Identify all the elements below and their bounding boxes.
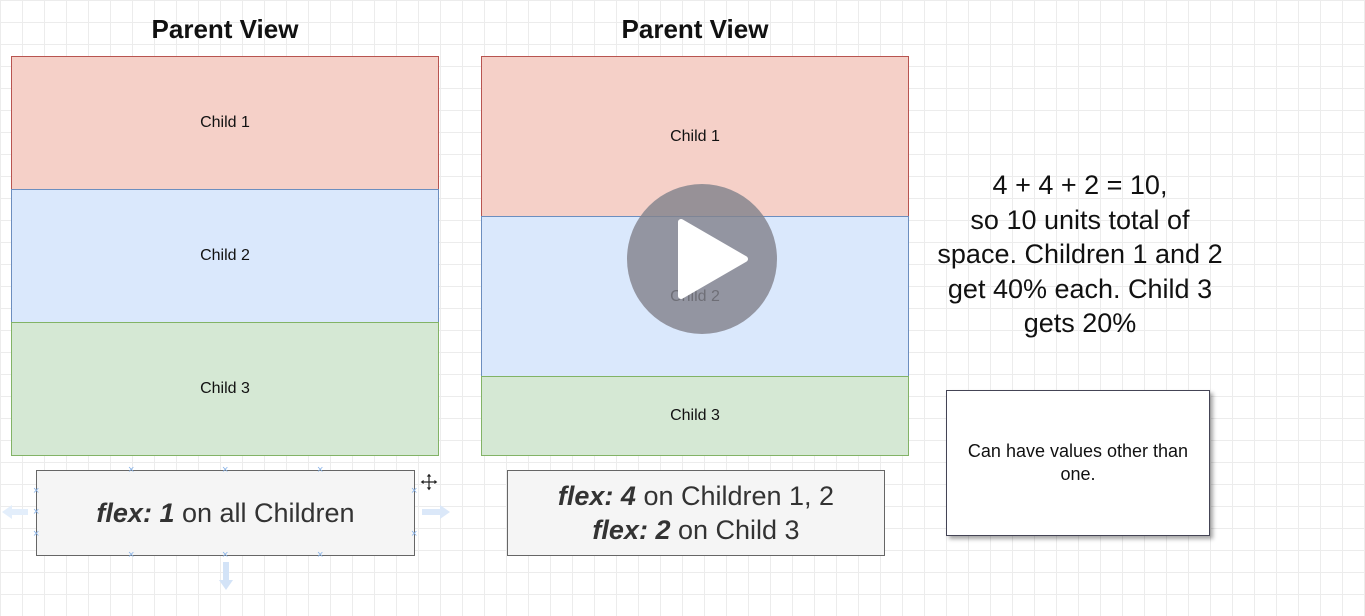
right-child-3-label: Child 3	[670, 407, 720, 424]
connect-arrow-down-icon[interactable]	[214, 560, 238, 592]
selection-handle-icon[interactable]: ×	[128, 464, 135, 476]
right-child-3: Child 3	[481, 376, 909, 456]
explanation-line-2: so 10 units total of	[970, 204, 1190, 235]
connect-arrow-left-icon[interactable]	[0, 500, 30, 524]
left-child-2: Child 2	[11, 189, 439, 323]
explanation-line-1: 4 + 4 + 2 = 10,	[992, 170, 1168, 200]
explanation-line-4: get 40% each. Child 3	[947, 273, 1213, 304]
explanation-line-3: space. Children 1 and 2	[937, 239, 1223, 269]
note-text: Can have values other than one.	[967, 441, 1189, 484]
right-flex-line-2: flex: 2 on Child 3	[592, 513, 799, 547]
left-flex-rest: on all Children	[174, 498, 355, 528]
right-parent-view: Child 1 Child 2 Child 3	[481, 56, 909, 456]
right-flex-label-box[interactable]: flex: 4 on Children 1, 2 flex: 2 on Chil…	[507, 470, 885, 556]
right-flex-value-1: flex: 4	[557, 481, 636, 511]
selection-handle-icon[interactable]: ×	[411, 528, 418, 540]
left-flex-value: flex: 1	[96, 498, 175, 528]
selection-handle-icon[interactable]: ×	[317, 549, 324, 561]
left-child-3-label: Child 3	[200, 380, 250, 397]
right-flex-rest-2: on Child 3	[670, 515, 800, 545]
right-flex-rest-1: on Children 1, 2	[635, 481, 835, 511]
right-flex-line-1: flex: 4 on Children 1, 2	[558, 479, 834, 513]
left-parent-title: Parent View	[151, 14, 299, 44]
selection-handle-icon[interactable]: ×	[317, 464, 324, 476]
play-button[interactable]	[627, 184, 777, 334]
selection-handle-icon[interactable]: ×	[33, 485, 40, 497]
move-cursor-icon[interactable]	[419, 472, 439, 492]
selection-handle-icon[interactable]: ×	[222, 464, 229, 476]
right-flex-value-2: flex: 2	[592, 515, 671, 545]
selection-handle-icon[interactable]: ×	[222, 549, 229, 561]
note-box[interactable]: Can have values other than one.	[946, 390, 1210, 536]
left-child-3: Child 3	[11, 322, 439, 456]
right-parent-title: Parent View	[621, 14, 769, 44]
selection-handle-icon[interactable]: ×	[128, 549, 135, 561]
left-child-1-label: Child 1	[200, 114, 250, 131]
left-child-2-label: Child 2	[200, 247, 250, 264]
right-child-1-label: Child 1	[670, 127, 720, 145]
explanation-line-5: gets 20%	[1023, 308, 1137, 338]
left-parent-view: Child 1 Child 2 Child 3	[11, 56, 439, 456]
selection-handle-icon[interactable]: ×	[33, 528, 40, 540]
left-child-1: Child 1	[11, 56, 439, 190]
explanation-text: 4 + 4 + 2 = 10, so 10 units total of spa…	[920, 168, 1240, 341]
left-flex-line: flex: 1 on all Children	[96, 496, 354, 530]
left-flex-label-box[interactable]: flex: 1 on all Children	[36, 470, 415, 556]
connect-arrow-right-icon[interactable]	[420, 500, 452, 524]
selection-handle-icon[interactable]: ×	[33, 506, 40, 518]
play-button-icon	[678, 219, 748, 299]
selection-handle-icon[interactable]: ×	[411, 485, 418, 497]
